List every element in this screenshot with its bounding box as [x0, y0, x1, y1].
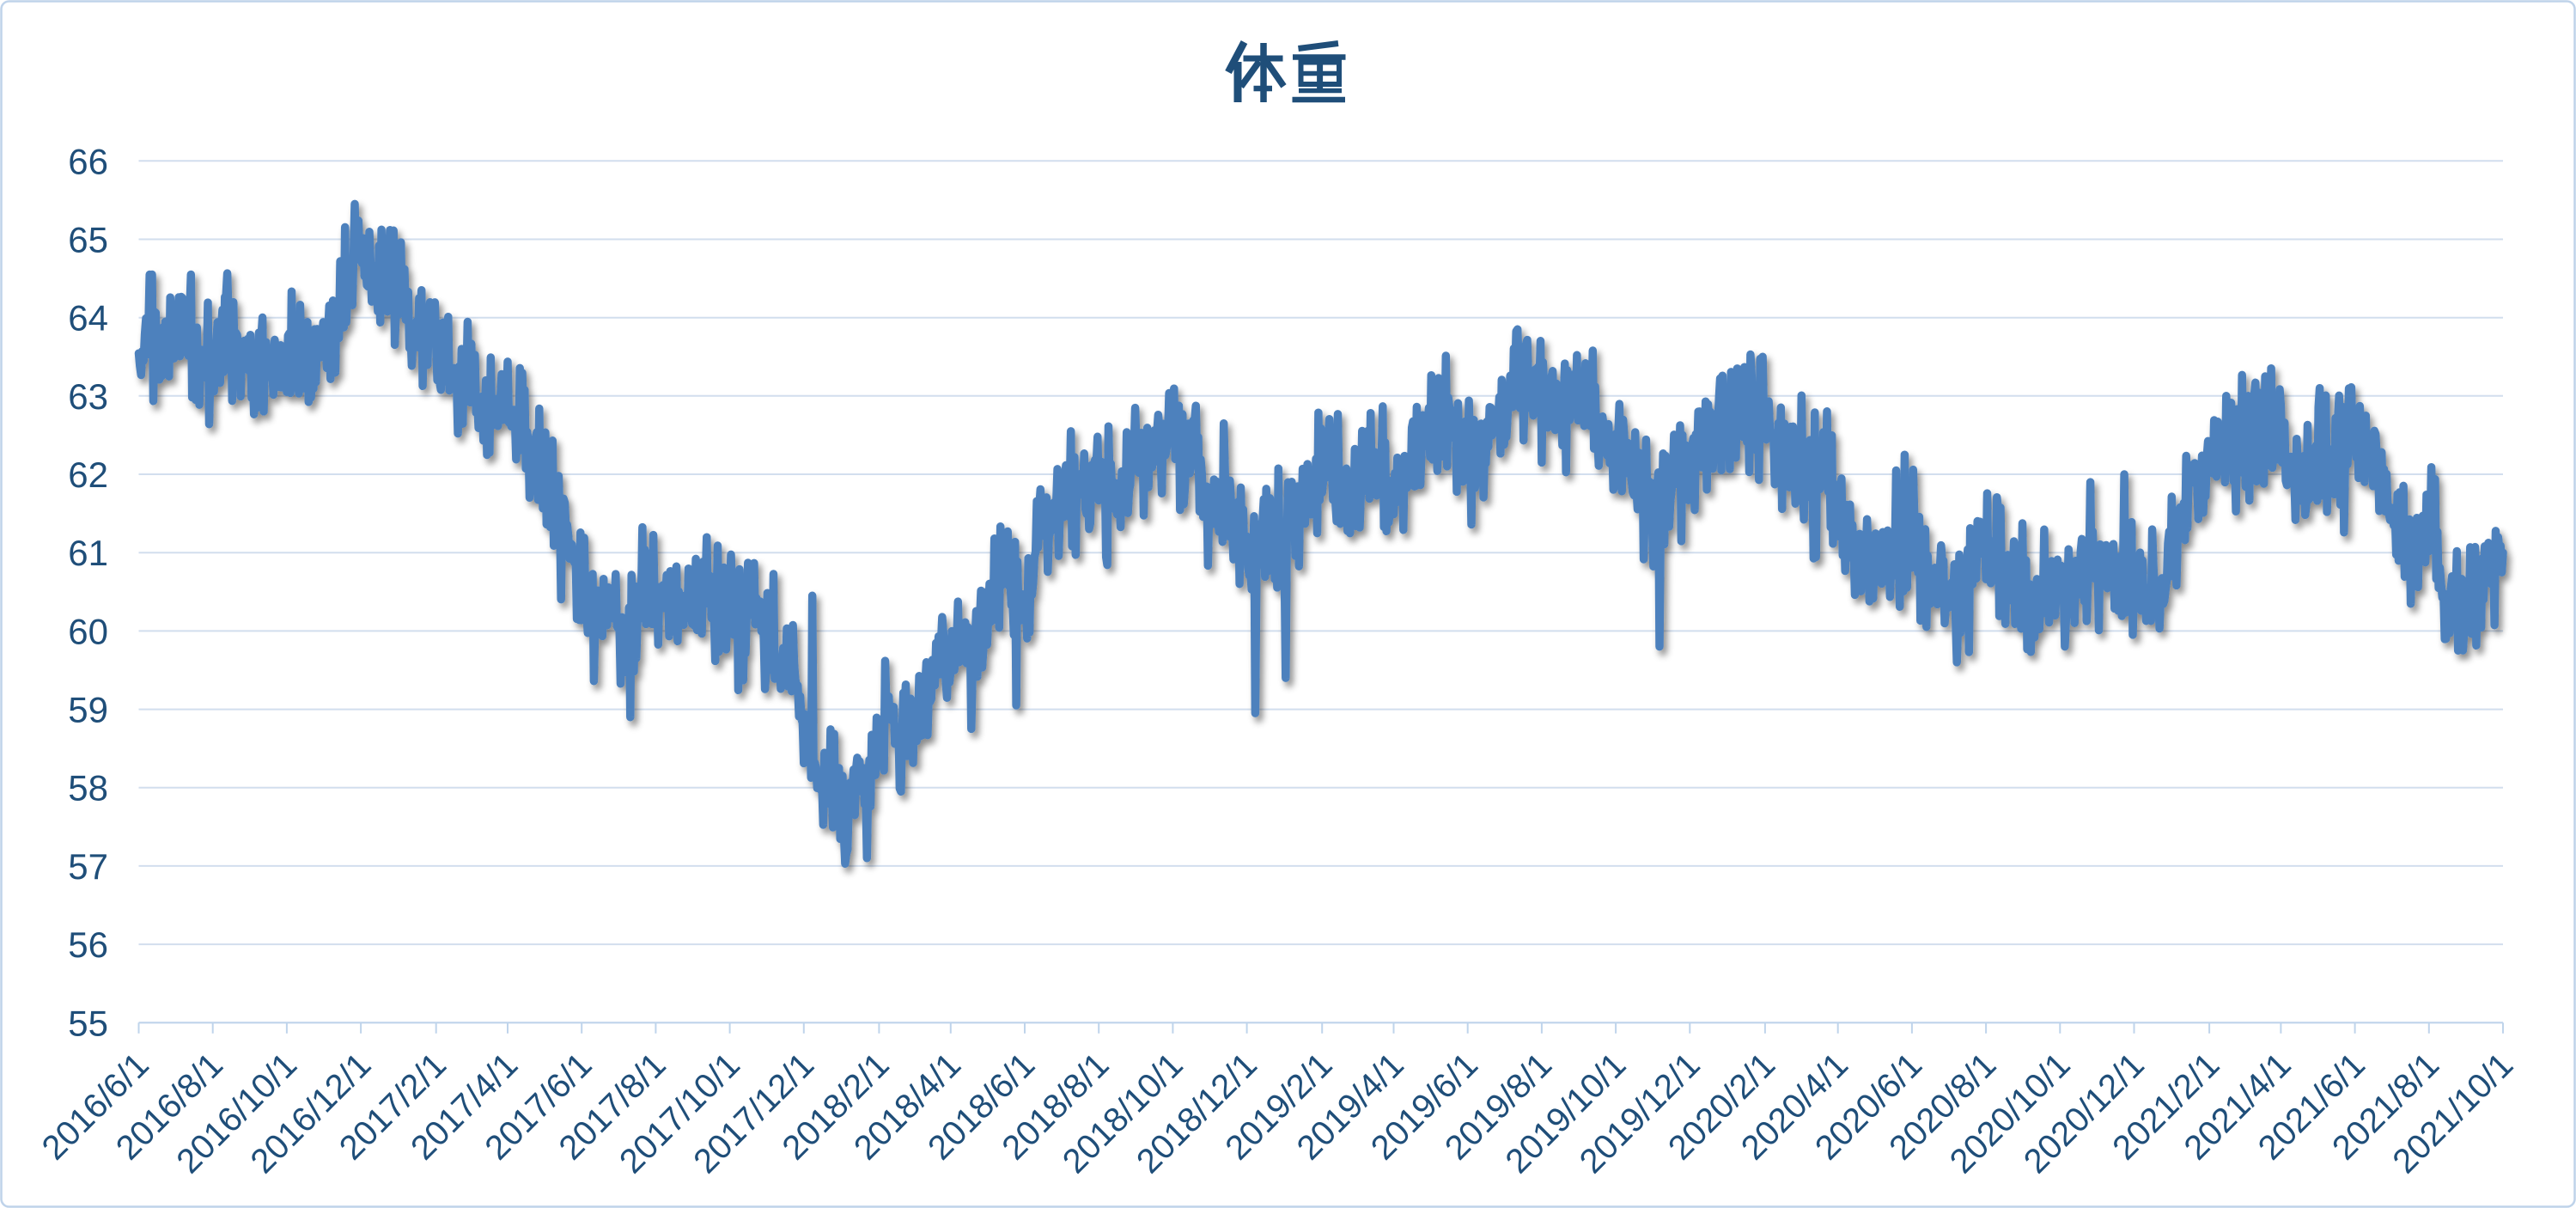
- svg-text:62: 62: [68, 455, 108, 495]
- svg-text:58: 58: [68, 768, 108, 808]
- svg-text:59: 59: [68, 690, 108, 730]
- svg-text:57: 57: [68, 846, 108, 887]
- svg-text:65: 65: [68, 220, 108, 260]
- svg-text:63: 63: [68, 376, 108, 417]
- svg-text:66: 66: [68, 141, 108, 181]
- svg-text:55: 55: [68, 1003, 108, 1043]
- svg-text:60: 60: [68, 611, 108, 651]
- svg-text:56: 56: [68, 924, 108, 965]
- svg-text:61: 61: [68, 533, 108, 573]
- svg-text:64: 64: [68, 298, 108, 339]
